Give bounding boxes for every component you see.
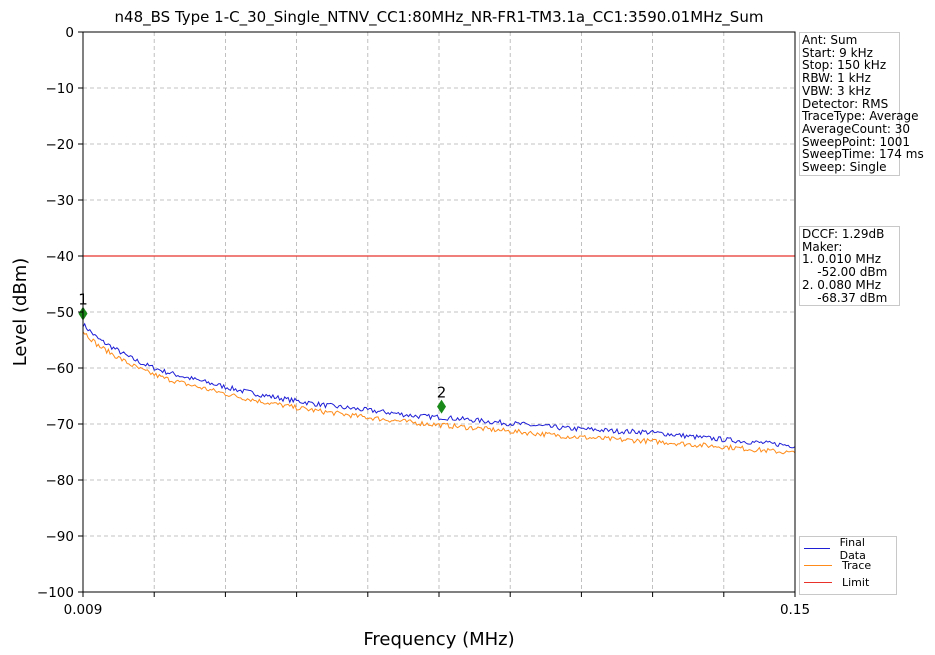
panel-line: Start: 9 kHz — [802, 45, 873, 60]
panel-line: SweepPoint: 1001 — [802, 134, 911, 149]
panel-line: Sweep: Single — [802, 160, 887, 175]
panel-line: 2. 0.080 MHz — [802, 277, 882, 292]
legend: Final Data Trace Limit — [799, 536, 897, 595]
panel-line: TraceType: Average — [802, 109, 919, 124]
series-trace-line — [82, 331, 796, 455]
panel-line: AverageCount: 30 — [802, 121, 911, 136]
panel-line: 1. 0.010 MHz — [802, 252, 882, 267]
y-tick-label: −80 — [46, 473, 75, 489]
legend-label: Trace — [842, 559, 872, 572]
y-tick-label: −60 — [46, 361, 75, 377]
marker-2-label: 2 — [437, 384, 447, 402]
legend-swatch — [804, 565, 832, 566]
series-final-data-line — [82, 322, 796, 449]
y-tick-label: −50 — [46, 305, 75, 321]
panel-line: RBW: 1 kHz — [802, 71, 871, 86]
y-tick-label: −90 — [46, 529, 75, 545]
panel-line: Stop: 150 kHz — [802, 58, 887, 73]
x-axis-label: Frequency (MHz) — [363, 629, 514, 650]
legend-item: Trace — [804, 557, 890, 574]
y-tick-label: −100 — [37, 585, 74, 601]
panel-line: VBW: 3 kHz — [802, 83, 871, 98]
plot-data: 12 — [78, 255, 796, 455]
y-axis-label: Level (dBm) — [10, 258, 31, 367]
grid — [83, 32, 795, 592]
legend-item: Limit — [804, 574, 890, 591]
panel-line: Ant: Sum — [802, 33, 858, 47]
x-tick-label: 0.15 — [780, 602, 810, 618]
legend-swatch — [804, 582, 832, 583]
legend-label: Limit — [842, 576, 870, 589]
chart-title: n48_BS Type 1-C_30_Single_NTNV_CC1:80MHz… — [115, 8, 764, 27]
panel-line: -52.00 dBm — [802, 265, 888, 280]
legend-item: Final Data — [804, 536, 890, 562]
y-tick-label: −40 — [46, 249, 75, 265]
y-tick-label: −10 — [46, 81, 75, 97]
legend-label: Final Data — [839, 535, 866, 562]
panel-line: Detector: RMS — [802, 96, 889, 111]
marker-panel: DCCF: 1.29dB Maker: 1. 0.010 MHz -52.00 dB… — [799, 226, 900, 307]
y-tick-label: −30 — [46, 193, 75, 209]
panel-line: -68.37 dBm — [802, 290, 888, 305]
panel-line: SweepTime: 174 ms — [802, 147, 924, 162]
panel-line: DCCF: 1.29dB — [802, 227, 885, 241]
legend-swatch — [804, 548, 830, 549]
marker-2-diamond — [437, 399, 447, 414]
y-tick-label: −20 — [46, 137, 75, 153]
y-tick-label: 0 — [65, 25, 74, 41]
y-tick-label: −70 — [46, 417, 75, 433]
x-tick-label: 0.009 — [64, 602, 103, 618]
panel-line: Maker: — [802, 239, 843, 254]
info-panel: Ant: Sum Start: 9 kHz Stop: 150 kHz RBW: 1 … — [799, 32, 924, 176]
